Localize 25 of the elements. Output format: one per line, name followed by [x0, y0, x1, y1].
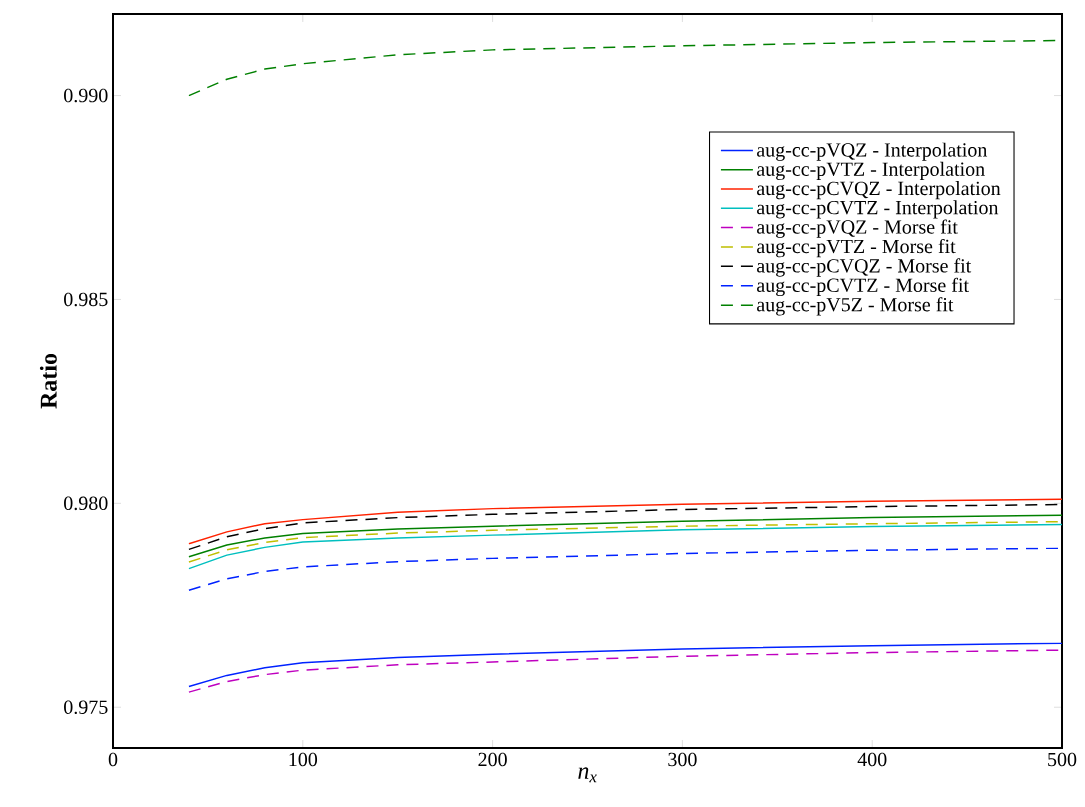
x-tick-label: 0: [108, 752, 118, 767]
line-series: [188, 642, 1063, 688]
y-tick-label: 0.975: [64, 700, 108, 715]
legend-label: aug-cc-pVTZ - Interpolation: [757, 161, 985, 181]
x-axis-title: n$_{x}$: [578, 767, 597, 783]
x-tick-label: 400: [857, 752, 887, 767]
line-series: [188, 498, 1063, 545]
legend-label: aug-cc-pCVTZ - Morse fit: [757, 277, 969, 297]
legend-label: aug-cc-pVQZ - Morse fit: [757, 219, 958, 238]
legend-label: aug-cc-pV5Z - Morse fit: [757, 297, 954, 316]
y-tick-label: 0.985: [64, 292, 108, 307]
legend-label: aug-cc-pVQZ - Interpolation: [757, 142, 988, 161]
x-tick-label: 500: [1048, 752, 1077, 767]
y-axis-title: Ratio: [39, 353, 57, 409]
x-tick-label: 100: [289, 752, 318, 767]
legend-label: aug-cc-pCVTZ - Interpolation: [757, 200, 999, 219]
x-tick-label: 200: [478, 752, 507, 767]
legend-label: aug-cc-pCVQZ - Interpolation: [757, 181, 1001, 200]
y-tick-label: 0.980: [64, 496, 108, 511]
line-series: [188, 523, 1063, 570]
legend-label: aug-cc-pCVQZ - Morse fit: [757, 258, 972, 277]
y-tick-label: 0.990: [64, 88, 108, 103]
x-tick-label: 300: [668, 752, 697, 767]
line-series: [188, 514, 1063, 558]
legend-label: aug-cc-pVTZ - Morse fit: [757, 238, 956, 258]
